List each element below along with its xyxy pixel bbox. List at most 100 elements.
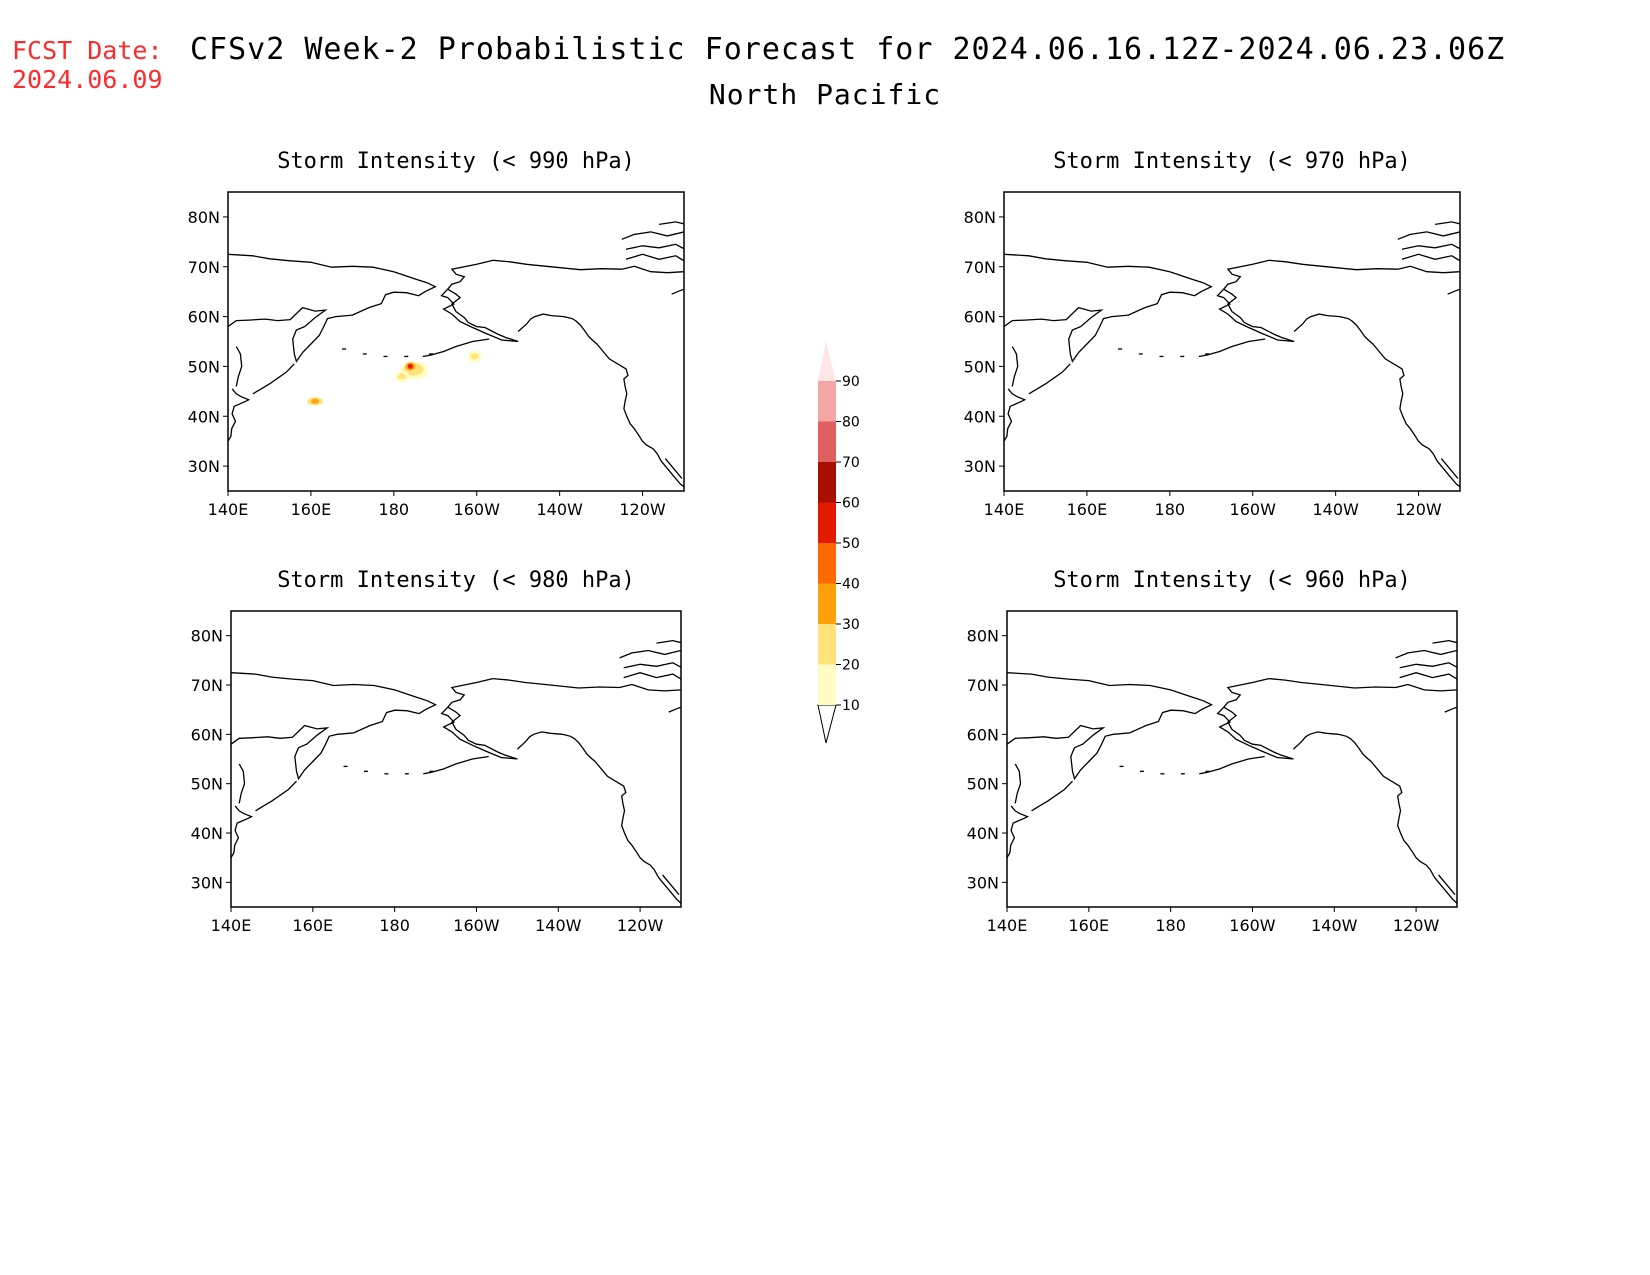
map-frame (1003, 191, 1461, 492)
coastline (1011, 346, 1019, 387)
lon-label: 140E (987, 916, 1028, 935)
coastline (1397, 231, 1460, 240)
coastline (656, 639, 681, 644)
coastline (1004, 253, 1213, 363)
map-panel-p970: Storm Intensity (< 970 hPa) 80N 70N 60N 50N 4… (964, 149, 1461, 519)
coastline (1007, 672, 1213, 781)
coastline (238, 763, 246, 804)
page-title: CFSv2 Week-2 Probabilistic Forecast for … (190, 32, 1506, 67)
coastline (1004, 388, 1027, 442)
lon-label: 120W (617, 916, 664, 935)
colorbar-swatch (818, 502, 836, 543)
lon-label: 160E (1067, 500, 1108, 519)
coastline (1007, 805, 1030, 859)
lat-label: 60N (188, 308, 220, 327)
coastline (659, 221, 684, 226)
coastline (1293, 313, 1460, 488)
coastline (1292, 731, 1457, 904)
lat-label: 70N (964, 258, 996, 277)
coastline (1432, 639, 1457, 644)
map-frame (1006, 610, 1458, 908)
coastline (228, 388, 251, 442)
probability-blob (395, 370, 410, 383)
lon-label: 140E (984, 500, 1025, 519)
coastline (1028, 363, 1071, 395)
coastline (1399, 672, 1457, 680)
coastline (231, 672, 437, 781)
coastline (1031, 780, 1073, 812)
colorbar-swatch (818, 462, 836, 503)
colorbar-label: 50 (842, 536, 860, 552)
coastline (1444, 706, 1457, 713)
coastline (255, 780, 297, 812)
coastline (1438, 874, 1456, 896)
map-frame (227, 191, 685, 492)
lat-label: 70N (967, 676, 999, 695)
lat-label: 80N (967, 627, 999, 646)
region-subtitle: North Pacific (708, 78, 942, 111)
coastline (1435, 221, 1460, 226)
coastline (440, 677, 681, 760)
coastline (668, 706, 681, 713)
coastline (228, 253, 437, 363)
lat-label: 40N (191, 824, 223, 843)
lat-label: 80N (191, 627, 223, 646)
coastline (662, 874, 680, 896)
lat-label: 30N (188, 457, 220, 476)
coastline (664, 458, 683, 479)
probability-blob (467, 350, 482, 363)
lon-label: 160W (1229, 916, 1276, 935)
map-panel-p990: Storm Intensity (< 990 hPa) 80N 70N 60N 50N 4… (188, 149, 685, 519)
lat-label: 80N (188, 208, 220, 227)
lon-label: 160W (1230, 500, 1277, 519)
lat-label: 50N (964, 357, 996, 376)
coastline (252, 363, 295, 395)
coastline (625, 253, 684, 262)
lon-label: 140W (536, 500, 583, 519)
colorbar-label: 60 (842, 496, 860, 512)
colorbar-label: 30 (842, 617, 860, 633)
lon-label: 180 (379, 500, 410, 519)
coastline (1447, 288, 1460, 295)
colorbar-swatch (818, 624, 836, 665)
lon-label: 140E (208, 500, 249, 519)
lat-label: 40N (964, 407, 996, 426)
lat-label: 30N (967, 873, 999, 892)
lat-label: 40N (188, 407, 220, 426)
coastline (623, 662, 681, 669)
colorbar-label: 70 (842, 455, 860, 471)
coastline (1401, 243, 1460, 250)
colorbar-label: 10 (842, 698, 860, 714)
panel-title: Storm Intensity (< 970 hPa) (1053, 149, 1411, 174)
lat-label: 60N (967, 725, 999, 744)
lon-label: 120W (1393, 916, 1440, 935)
probability-blob (307, 397, 324, 406)
lat-label: 50N (967, 775, 999, 794)
coastline (621, 231, 684, 240)
coastline (235, 346, 243, 387)
map-frame (230, 610, 682, 908)
lon-label: 160W (453, 916, 500, 935)
panel-title: Storm Intensity (< 980 hPa) (277, 568, 635, 593)
colorbar: 10 20 30 40 50 60 70 80 90 (817, 341, 860, 744)
lon-label: 160E (292, 916, 333, 935)
map-panel-p960: Storm Intensity (< 960 hPa) 80N 70N 60N 50N 4… (967, 568, 1458, 935)
lat-label: 40N (967, 824, 999, 843)
fcst-date: FCST Date: 2024.06.09 (12, 36, 163, 94)
lon-label: 160E (291, 500, 332, 519)
colorbar-swatch (818, 543, 836, 584)
coastline (1216, 677, 1457, 760)
coastline (423, 755, 489, 775)
lat-label: 50N (191, 775, 223, 794)
colorbar-min-wedge (817, 704, 837, 744)
coastline (1401, 253, 1460, 262)
lon-label: 180 (1155, 916, 1186, 935)
lat-label: 60N (964, 308, 996, 327)
coastline (1440, 458, 1459, 479)
lon-label: 180 (1155, 500, 1186, 519)
coastline (1199, 755, 1265, 775)
coastline (516, 731, 681, 904)
fcst-date-value: 2024.06.09 (12, 65, 163, 94)
colorbar-max-wedge (818, 341, 836, 381)
coastline (671, 288, 684, 295)
